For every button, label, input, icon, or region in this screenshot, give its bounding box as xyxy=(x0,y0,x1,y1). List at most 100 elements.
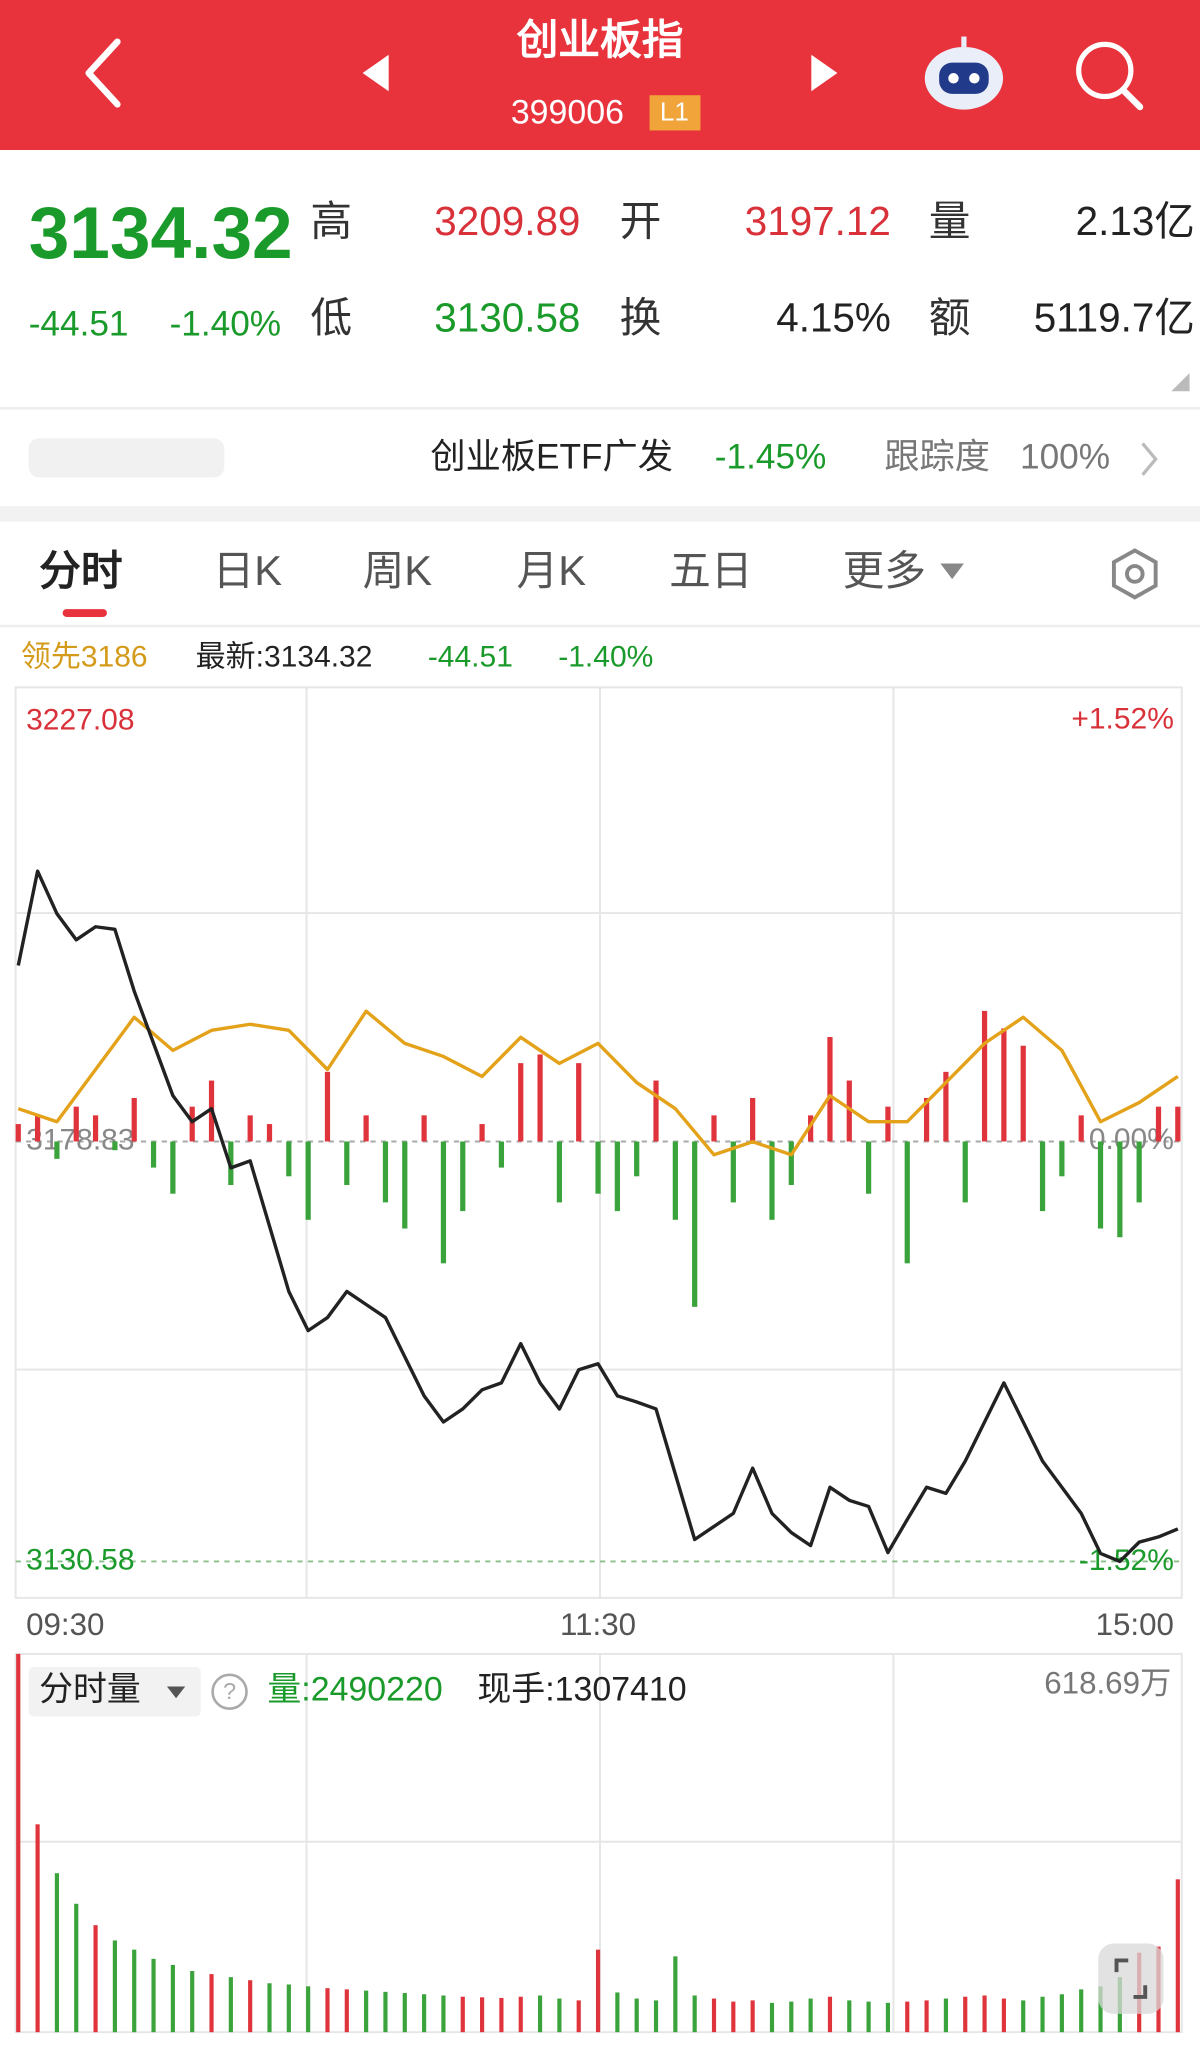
expand-corner[interactable] xyxy=(1171,373,1190,392)
ratio-bar xyxy=(866,1141,872,1194)
ratio-bar xyxy=(112,1141,118,1151)
volume-bar xyxy=(634,1998,639,2033)
stat-value: 2.13亿 xyxy=(1076,198,1195,244)
etf-row[interactable]: 创业板ETF广发 -1.45% 跟踪度 100% xyxy=(28,437,1158,478)
volume-bar xyxy=(1175,1879,1180,2033)
ratio-bar xyxy=(92,1115,99,1142)
volume-bar xyxy=(460,1996,465,2033)
stat-value: 3130.58 xyxy=(434,295,580,341)
volume-bar xyxy=(422,1994,427,2033)
stat-label: 换 xyxy=(620,294,662,341)
ratio-bar xyxy=(653,1080,659,1142)
ratio-bar xyxy=(672,1141,678,1220)
search-icon[interactable] xyxy=(1076,41,1144,111)
ratio-bar xyxy=(1117,1141,1123,1238)
volume-total: 量:2490220 xyxy=(267,1671,442,1709)
volume-bar xyxy=(1059,1994,1064,2033)
stat-value: 5119.7亿 xyxy=(1034,295,1195,341)
change-pct: -1.40% xyxy=(170,304,282,343)
ratio-bar xyxy=(344,1141,350,1185)
y-tick-label: 3227.08 xyxy=(26,703,134,736)
lead-label: 领先3186 xyxy=(21,641,148,674)
fullscreen-bg xyxy=(1098,1943,1164,2014)
stat-value: 3197.12 xyxy=(745,198,891,244)
volume-bar xyxy=(769,2002,775,2033)
volume-bar xyxy=(537,1995,543,2033)
ratio-bar xyxy=(266,1124,273,1142)
volume-bar xyxy=(132,1949,137,2033)
ratio-bar xyxy=(1059,1141,1065,1177)
volume-bar xyxy=(170,1964,175,2033)
robot-eye xyxy=(948,73,959,84)
volume-bar xyxy=(557,1998,562,2033)
volume-bar xyxy=(595,1949,601,2033)
etf-change: -1.45% xyxy=(715,437,827,476)
volume-bar xyxy=(151,1958,156,2033)
volume-bar xyxy=(93,1925,98,2033)
stat-label: 低 xyxy=(310,294,352,341)
ratio-bar xyxy=(324,1071,331,1142)
robot-face xyxy=(939,62,989,94)
help-icon[interactable] xyxy=(211,1673,248,1711)
etf-name: 创业板ETF广发 xyxy=(430,437,673,476)
prev-button[interactable] xyxy=(362,54,389,92)
volume-bar xyxy=(905,2001,910,2033)
plot-layer: 3227.083178.833130.58+1.52%0.00%-1.52%09… xyxy=(15,703,1182,2033)
ratio-bar xyxy=(904,1141,910,1264)
volume-bar xyxy=(16,1653,21,2033)
ratio-bar xyxy=(518,1063,524,1142)
ratio-bar xyxy=(808,1115,814,1142)
y2-tick-label: -1.52% xyxy=(1079,1544,1174,1577)
back-button[interactable] xyxy=(85,38,121,108)
volume-bar xyxy=(711,1998,717,2033)
tab[interactable]: 周K xyxy=(363,547,433,594)
ratio-bar xyxy=(73,1106,79,1142)
volume-bar xyxy=(248,1980,253,2033)
ratio-bar xyxy=(440,1141,447,1264)
y2-tick-label: +1.52% xyxy=(1071,703,1174,736)
section-gap xyxy=(0,506,1200,522)
ratio-bar xyxy=(131,1097,137,1142)
chevron xyxy=(1141,442,1158,476)
ratio-bar xyxy=(923,1097,930,1142)
ratio-bar xyxy=(305,1141,311,1220)
ratio-bar xyxy=(170,1141,176,1194)
tab[interactable]: 五日 xyxy=(669,547,752,594)
tab[interactable]: 日K xyxy=(213,547,283,594)
volume-bar xyxy=(441,1995,446,2033)
info-change: -44.51 xyxy=(428,641,513,674)
settings-icon[interactable] xyxy=(1111,548,1158,600)
volume-bar xyxy=(74,1903,79,2033)
ratio-bar xyxy=(1175,1106,1181,1142)
fullscreen-button[interactable] xyxy=(1098,1943,1164,2014)
tab-active[interactable]: 分时 xyxy=(39,547,122,594)
next-button[interactable] xyxy=(811,54,838,92)
change: -44.51 xyxy=(29,304,129,343)
x-tick-label: 09:30 xyxy=(26,1607,104,1642)
ratio-bar xyxy=(711,1115,717,1142)
volume-bar xyxy=(943,1998,948,2033)
tab[interactable]: 月K xyxy=(517,547,587,594)
volume-bar xyxy=(731,2001,736,2033)
ratio-bar xyxy=(576,1063,582,1142)
volume-bar xyxy=(344,1989,349,2033)
volume-bar xyxy=(673,1956,678,2033)
price: 3134.32 xyxy=(29,193,293,274)
tracking-value: 100% xyxy=(1020,437,1110,476)
stat-label: 开 xyxy=(620,197,662,244)
ratio-bar xyxy=(556,1141,562,1203)
volume-bar xyxy=(325,1988,330,2033)
ratio-bar xyxy=(537,1054,543,1142)
robot-icon[interactable] xyxy=(924,36,1004,110)
ratio-bar xyxy=(634,1141,640,1177)
volume-bar xyxy=(866,2001,871,2033)
dropdown-arrow xyxy=(940,563,964,580)
tab[interactable]: 更多 xyxy=(843,547,926,594)
volume-bar xyxy=(847,2000,852,2033)
volume-bar xyxy=(576,2000,581,2033)
volume-selector[interactable] xyxy=(28,1666,201,1717)
ratio-bar xyxy=(827,1037,833,1142)
blurred-item xyxy=(28,438,225,478)
ratio-bar xyxy=(1001,1028,1007,1142)
